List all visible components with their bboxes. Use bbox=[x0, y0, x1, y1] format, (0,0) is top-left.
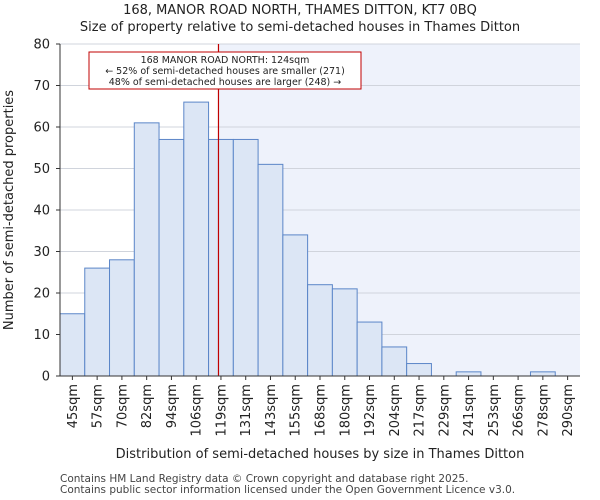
x-tick-label: 241sqm bbox=[462, 384, 477, 437]
x-tick-label: 266sqm bbox=[512, 384, 527, 437]
x-tick-label: 204sqm bbox=[388, 384, 403, 437]
y-tick-label: 50 bbox=[33, 162, 50, 177]
histogram-bar bbox=[208, 138, 234, 377]
x-tick-label: 131sqm bbox=[239, 384, 254, 437]
x-tick-label: 82sqm bbox=[140, 384, 155, 428]
histogram-bar bbox=[331, 288, 358, 377]
chart-title-line2: Size of property relative to semi-detach… bbox=[79, 20, 521, 35]
y-tick-label: 0 bbox=[42, 370, 50, 385]
annotation-line3: 48% of semi-detached houses are larger (… bbox=[109, 77, 342, 88]
x-tick-label: 229sqm bbox=[437, 384, 452, 437]
footer-line2: Contains public sector information licen… bbox=[60, 484, 516, 496]
histogram-bar bbox=[529, 371, 556, 377]
x-tick-label: 70sqm bbox=[115, 384, 130, 428]
y-tick-label: 60 bbox=[33, 121, 50, 136]
histogram-bar bbox=[183, 101, 210, 377]
histogram-bar bbox=[84, 267, 111, 377]
annotation-line2: ← 52% of semi-detached houses are smalle… bbox=[105, 66, 345, 77]
x-tick-label: 119sqm bbox=[214, 384, 229, 437]
footer-line1: Contains HM Land Registry data © Crown c… bbox=[60, 473, 469, 485]
histogram-bar bbox=[455, 371, 482, 377]
histogram-bar bbox=[307, 284, 333, 377]
y-tick-label: 40 bbox=[33, 204, 50, 219]
annotation-border bbox=[88, 51, 362, 90]
chart-title-line1: 168, MANOR ROAD NORTH, THAMES DITTON, KT… bbox=[123, 3, 477, 18]
x-tick-label: 57sqm bbox=[91, 384, 106, 428]
histogram-bar bbox=[59, 313, 86, 377]
histogram-bar bbox=[282, 234, 309, 377]
x-tick-label: 155sqm bbox=[289, 384, 304, 437]
histogram-bar bbox=[109, 259, 135, 377]
x-tick-label: 217sqm bbox=[413, 384, 428, 437]
x-tick-label: 106sqm bbox=[190, 384, 205, 437]
x-tick-label: 168sqm bbox=[314, 384, 329, 437]
annotation-line1: 168 MANOR ROAD NORTH: 124sqm bbox=[141, 55, 310, 66]
annotation-box: 168 MANOR ROAD NORTH: 124sqm ← 52% of se… bbox=[88, 51, 362, 90]
x-tick-label: 143sqm bbox=[264, 384, 279, 437]
x-tick-label: 290sqm bbox=[561, 384, 576, 437]
x-tick-label: 45sqm bbox=[66, 384, 81, 428]
y-tick-label: 20 bbox=[33, 287, 50, 302]
x-tick-label: 180sqm bbox=[338, 384, 353, 437]
histogram-bar bbox=[406, 363, 432, 377]
x-tick-label: 94sqm bbox=[165, 384, 180, 428]
y-tick-label: 70 bbox=[33, 79, 50, 94]
x-tick-label: 278sqm bbox=[536, 384, 551, 437]
y-tick-label: 10 bbox=[33, 328, 50, 343]
y-axis-label: Number of semi-detached properties bbox=[2, 90, 17, 330]
histogram-bar bbox=[356, 321, 383, 377]
histogram-bar bbox=[133, 122, 160, 377]
x-axis-label: Distribution of semi-detached houses by … bbox=[116, 447, 525, 462]
x-tick-label: 253sqm bbox=[487, 384, 502, 437]
histogram-bar bbox=[381, 346, 408, 377]
histogram-bar bbox=[158, 138, 185, 377]
histogram-bar bbox=[257, 163, 284, 377]
y-tick-label: 80 bbox=[33, 38, 50, 53]
histogram-bar bbox=[232, 138, 259, 377]
y-tick-label: 30 bbox=[33, 245, 50, 260]
x-tick-label: 192sqm bbox=[363, 384, 378, 437]
